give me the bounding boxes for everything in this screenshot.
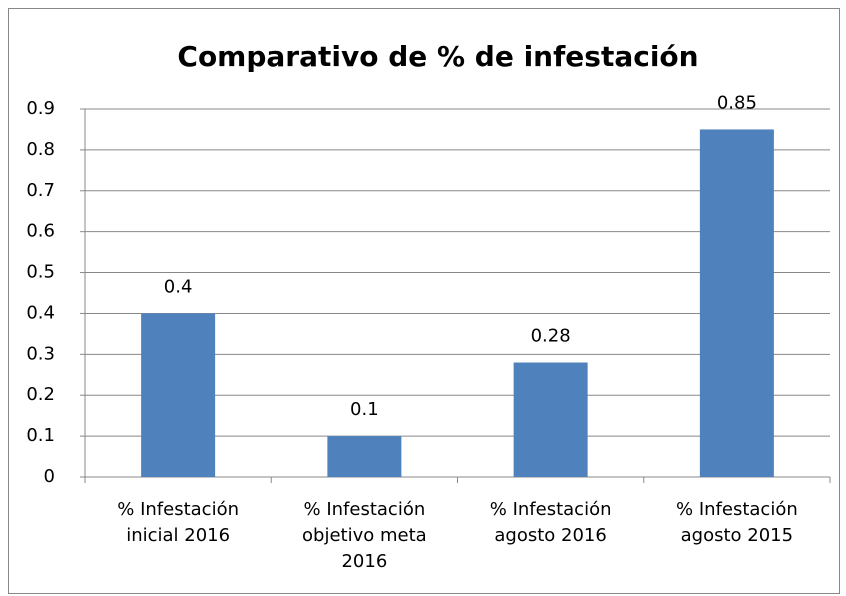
y-tick-label: 0.5 <box>26 262 55 283</box>
bar <box>699 129 774 477</box>
y-tick-label: 0.8 <box>26 139 55 160</box>
y-tick-label: 0 <box>44 466 55 487</box>
y-tick-label: 0.4 <box>26 302 55 323</box>
data-label: 0.85 <box>717 92 757 113</box>
data-label: 0.4 <box>164 276 193 297</box>
y-tick-label: 0.1 <box>26 425 55 446</box>
y-tick-label: 0.3 <box>26 343 55 364</box>
x-tick-label: % Infestación objetivo meta 2016 <box>302 499 427 572</box>
x-tick-label: % Infestación agosto 2015 <box>676 499 798 546</box>
bar <box>513 362 588 477</box>
data-label: 0.28 <box>531 326 571 347</box>
y-tick-label: 0.9 <box>26 98 55 119</box>
bar <box>327 436 402 477</box>
bar <box>141 313 216 477</box>
chart-title: Comparativo de % de infestación <box>177 40 698 73</box>
y-tick-label: 0.7 <box>26 180 55 201</box>
y-tick-label: 0.6 <box>26 221 55 242</box>
x-tick-label: % Infestación agosto 2016 <box>489 499 612 546</box>
data-label: 0.1 <box>350 399 379 420</box>
y-tick-label: 0.2 <box>26 384 55 405</box>
x-tick-label: % Infestación inicial 2016 <box>117 499 239 546</box>
